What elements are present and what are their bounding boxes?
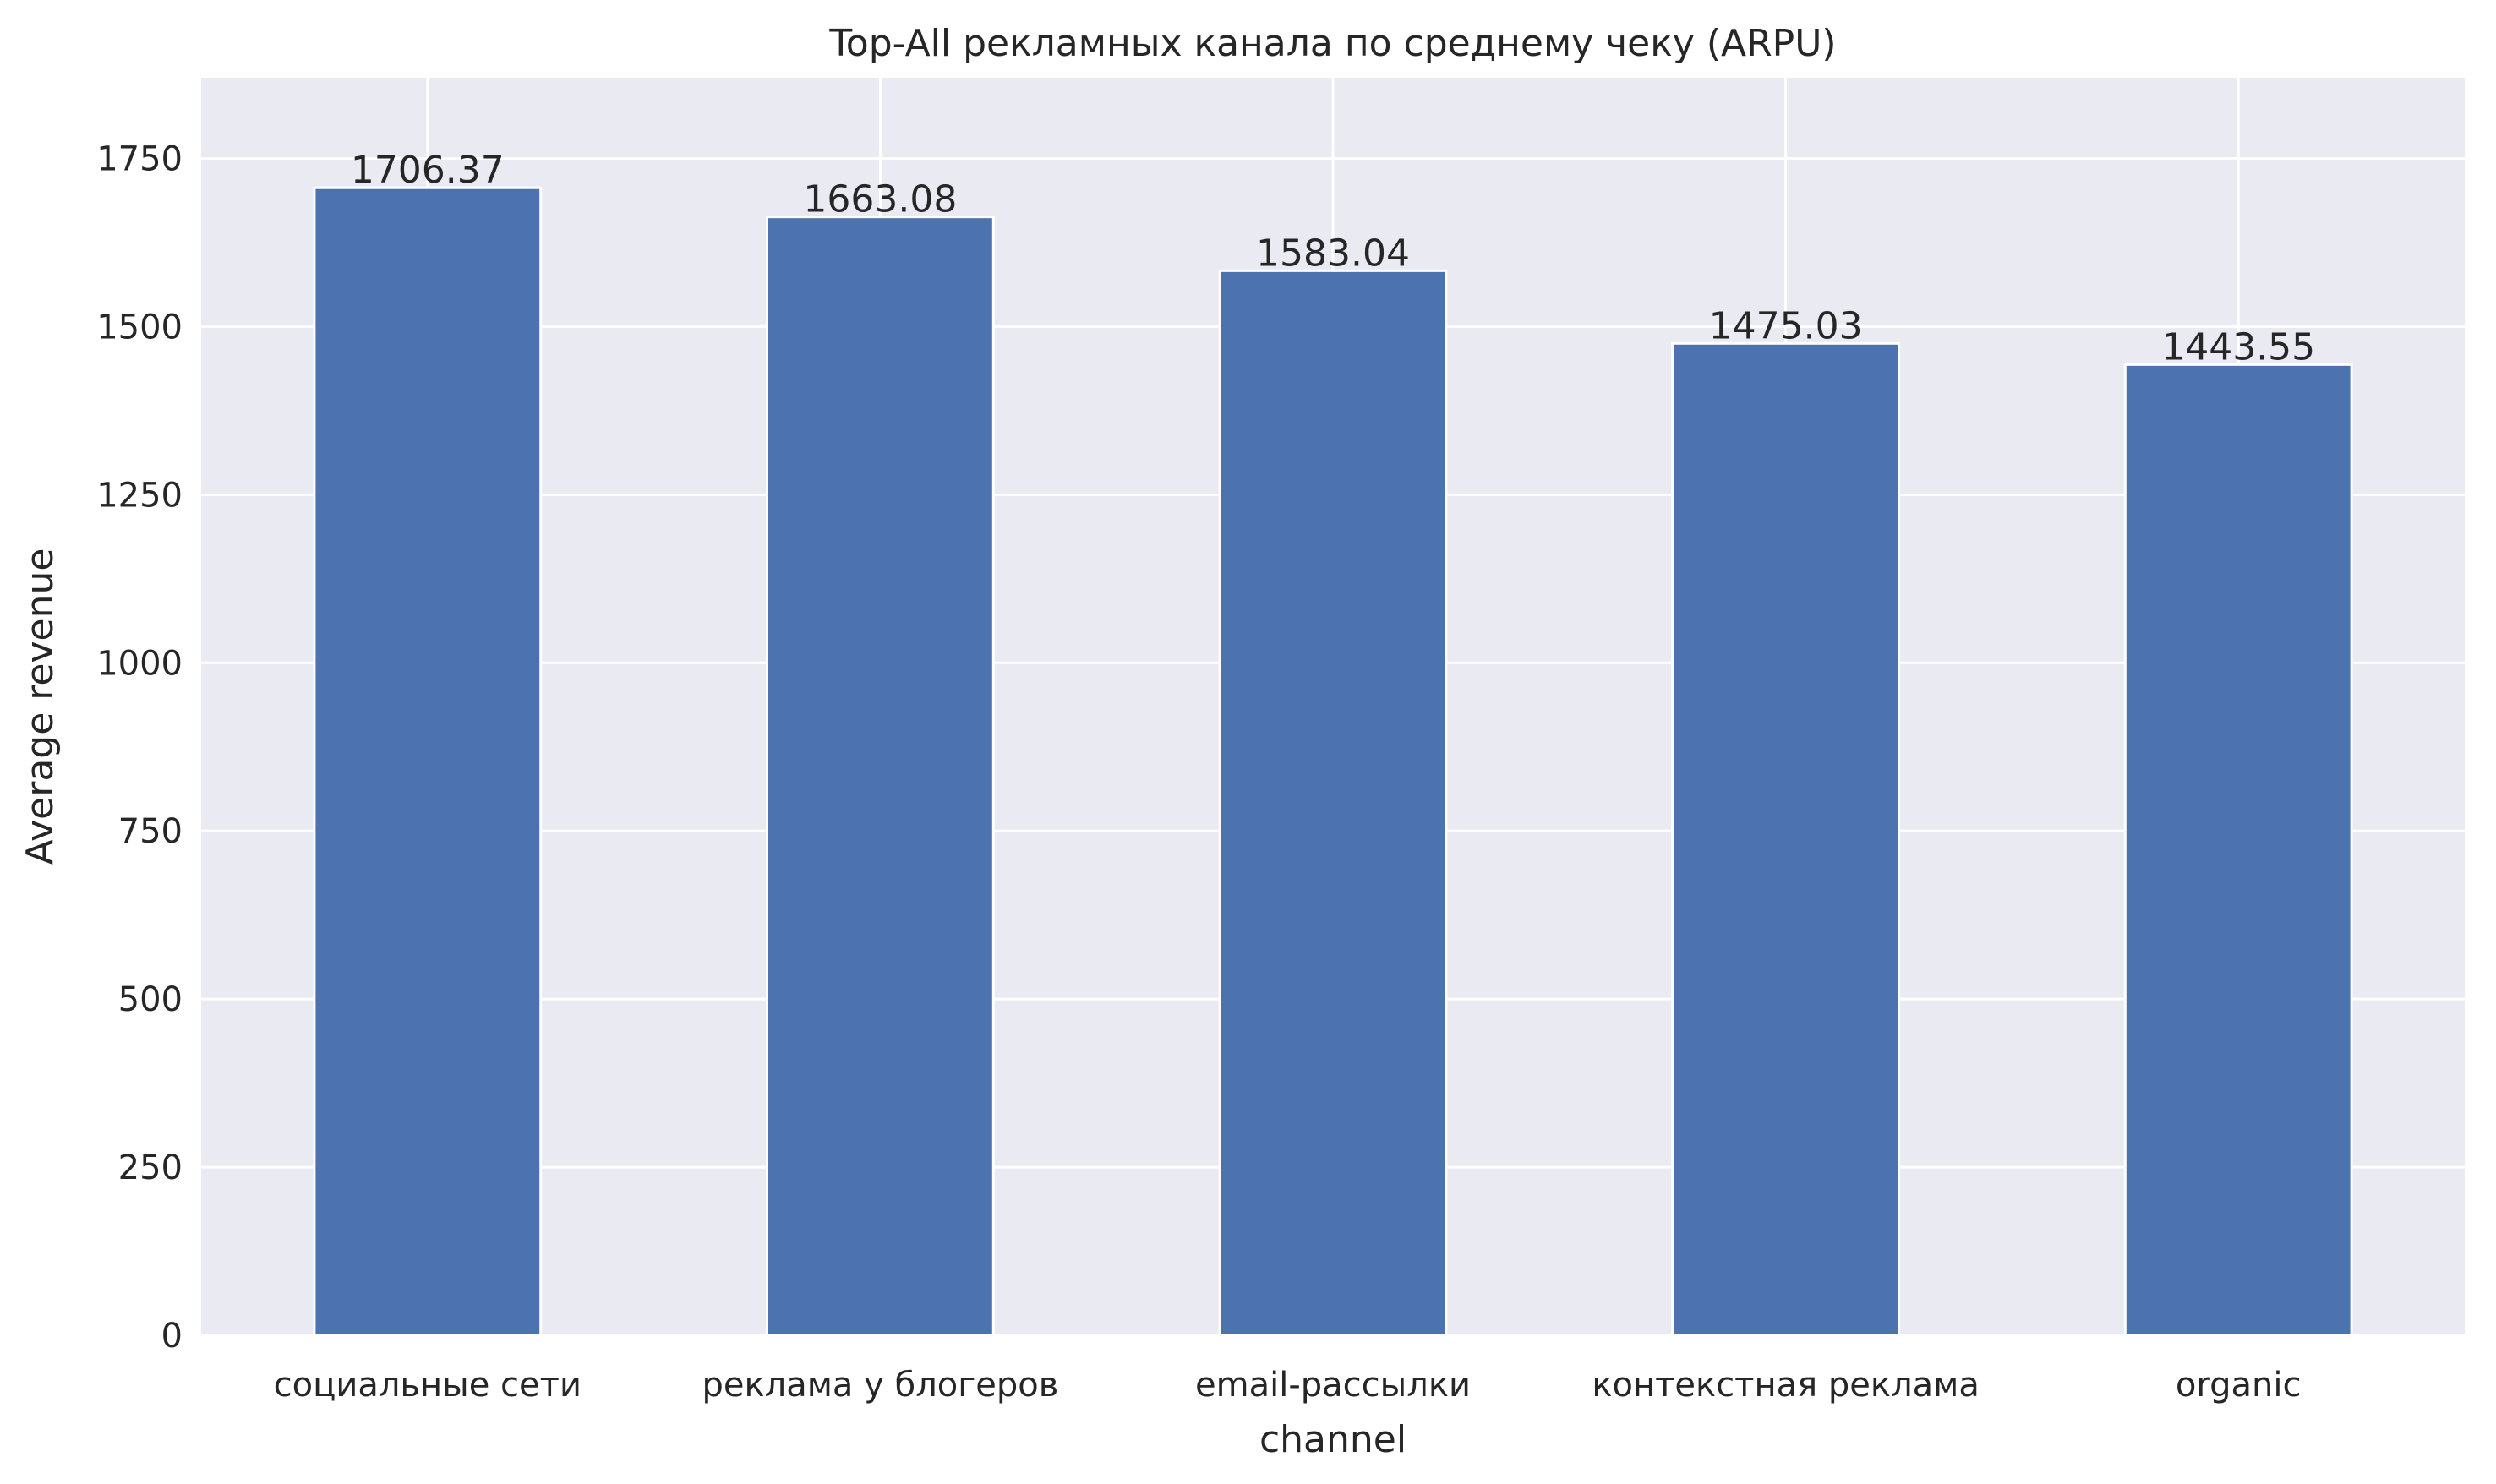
data-label: 1663.08	[803, 178, 957, 221]
bar	[313, 186, 543, 1337]
y-axis-ticks: 0 250 500 750 1000 1250 1500 1750	[96, 139, 183, 1356]
y-tick-label: 1750	[96, 139, 183, 178]
bars	[313, 186, 2353, 1337]
x-axis-label: channel	[1259, 1418, 1406, 1461]
chart-title: Top-All рекламных канала по среднему чек…	[828, 22, 1836, 65]
x-tick-label: контекстная реклама	[1592, 1366, 1980, 1405]
bar	[2123, 363, 2353, 1337]
x-tick-label: email-рассылки	[1195, 1366, 1471, 1405]
y-tick-label: 250	[118, 1148, 183, 1187]
data-labels: 1706.37 1663.08 1583.04 1475.03 1443.55	[351, 149, 2315, 368]
x-axis-ticks: социальные сети реклама у блогеров email-р…	[274, 1366, 2302, 1405]
y-tick-label: 750	[118, 812, 183, 851]
data-label: 1583.04	[1256, 232, 1410, 275]
y-tick-label: 1250	[96, 476, 183, 515]
x-tick-label: реклама у блогеров	[702, 1366, 1059, 1405]
x-tick-label: organic	[2176, 1366, 2302, 1405]
x-tick-label: социальные сети	[274, 1366, 582, 1405]
y-tick-label: 500	[118, 980, 183, 1019]
bar	[1218, 269, 1448, 1337]
y-tick-label: 1000	[96, 644, 183, 683]
y-tick-label: 0	[161, 1317, 183, 1356]
bar	[1671, 341, 1900, 1337]
y-tick-label: 1500	[96, 308, 183, 346]
data-label: 1443.55	[2161, 325, 2315, 368]
data-label: 1706.37	[351, 149, 505, 192]
y-axis-label: Average revenue	[19, 548, 62, 865]
data-label: 1475.03	[1709, 304, 1863, 347]
bar	[766, 216, 995, 1337]
